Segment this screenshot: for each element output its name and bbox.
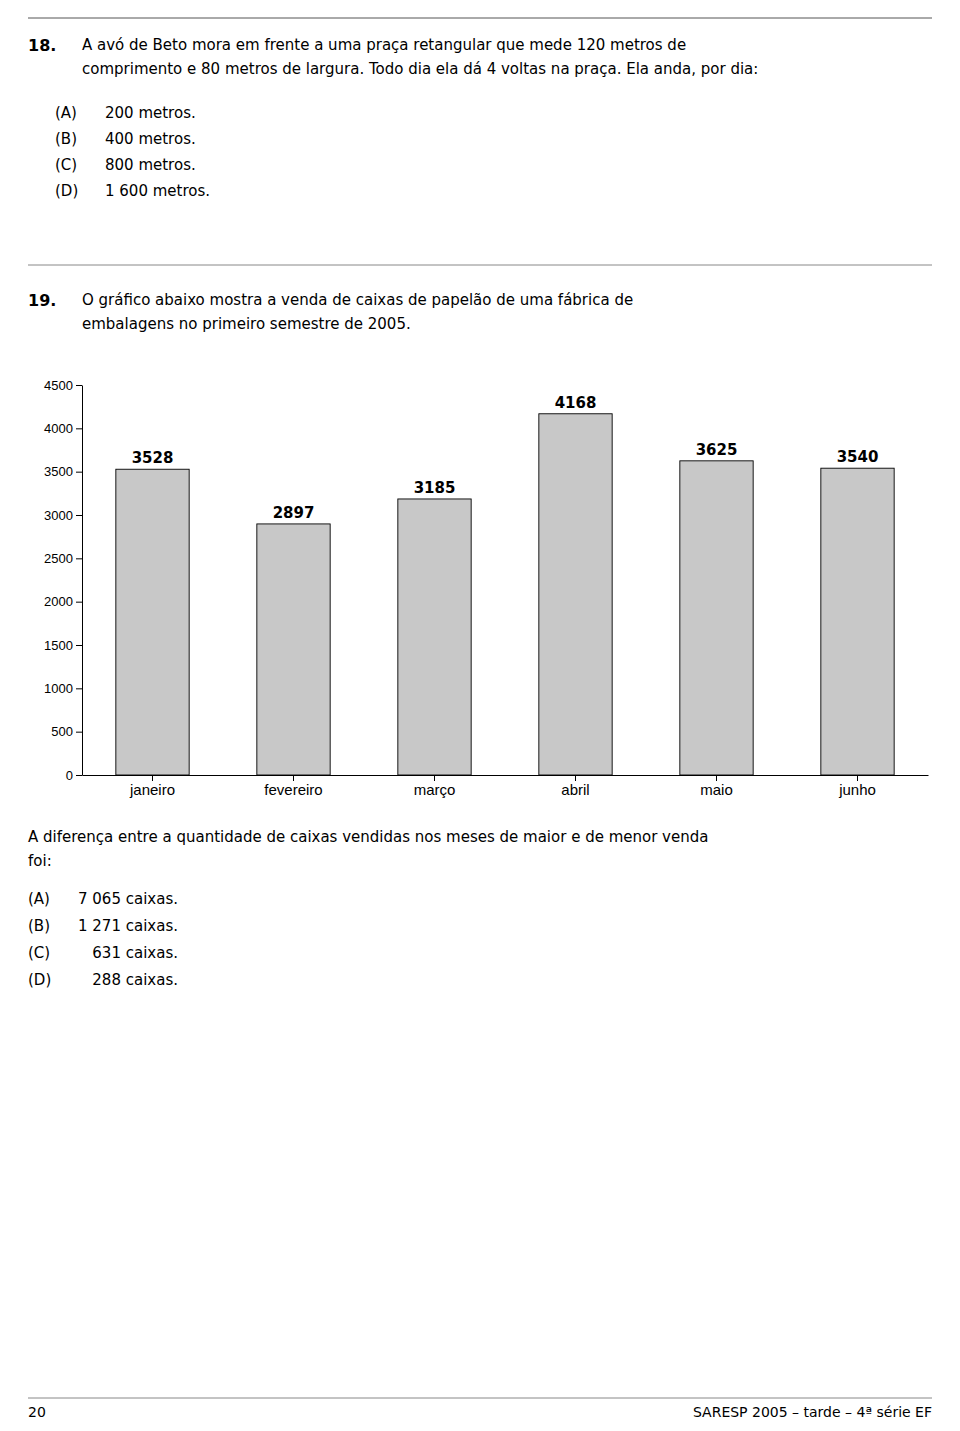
tick-label: janeiro xyxy=(129,781,175,798)
y-tick: 2500 xyxy=(44,551,82,566)
y-tick: 500 xyxy=(51,724,82,739)
tick-label: março xyxy=(414,781,456,798)
tick-label: 2000 xyxy=(44,594,73,609)
question-text: A avó de Beto mora em frente a uma praça… xyxy=(82,36,686,54)
footer-rule xyxy=(28,1398,932,1399)
bar xyxy=(398,499,471,775)
bar xyxy=(116,469,189,775)
data-label: 3625 xyxy=(696,441,738,459)
data-label: 2897 xyxy=(273,504,315,522)
question-number: 19. xyxy=(28,291,56,310)
x-tick: junho xyxy=(838,775,876,798)
y-tick: 3000 xyxy=(44,508,82,523)
question-text: O gráfico abaixo mostra a venda de caixa… xyxy=(82,291,633,309)
tick-label: junho xyxy=(838,781,876,798)
option-text: 800 metros. xyxy=(105,156,196,174)
option-letter: (A) xyxy=(28,890,50,908)
x-tick: maio xyxy=(700,775,733,798)
axis-line xyxy=(82,386,83,776)
tick-mark xyxy=(76,472,82,473)
option-text: 631 caixas. xyxy=(78,944,178,962)
bar xyxy=(257,524,330,775)
data-label: 4168 xyxy=(555,394,597,412)
option-letter: (C) xyxy=(55,156,77,174)
tick-mark xyxy=(76,385,82,386)
option-letter: (C) xyxy=(28,944,50,962)
tick-mark xyxy=(76,515,82,516)
tick-label: 3500 xyxy=(44,464,73,479)
tick-label: 0 xyxy=(66,768,73,783)
tick-label: 3000 xyxy=(44,508,73,523)
y-tick: 4500 xyxy=(44,378,82,393)
data-label: 3540 xyxy=(837,448,879,466)
option-text: 200 metros. xyxy=(105,104,196,122)
data-labels: 3528 2897 3185 4168 3625 3540 xyxy=(132,394,879,522)
option-letter: (D) xyxy=(55,182,78,200)
question-text: comprimento e 80 metros de largura. Todo… xyxy=(82,60,758,78)
option-text: 288 caixas. xyxy=(78,971,178,989)
bar xyxy=(821,468,894,775)
footer-text: SARESP 2005 – tarde – 4ª série EF xyxy=(693,1404,932,1420)
y-tick: 1500 xyxy=(44,638,82,653)
axis-line xyxy=(83,775,929,776)
chart: janeiro fevereiro março abril maio junho 0 500 1… xyxy=(44,378,928,798)
tick-label: fevereiro xyxy=(264,781,322,798)
x-tick: fevereiro xyxy=(264,775,322,798)
separator xyxy=(28,265,932,266)
data-label: 3528 xyxy=(132,449,174,467)
question-text: A diferença entre a quantidade de caixas… xyxy=(28,828,708,846)
top-rule xyxy=(28,18,932,19)
tick-label: maio xyxy=(700,781,733,798)
x-axis: janeiro fevereiro março abril maio junho xyxy=(83,775,929,798)
tick-label: 500 xyxy=(51,724,73,739)
y-tick: 2000 xyxy=(44,594,82,609)
x-tick: janeiro xyxy=(129,775,175,798)
question-number: 18. xyxy=(28,36,56,55)
option-letter: (A) xyxy=(55,104,77,122)
question-text: embalagens no primeiro semestre de 2005. xyxy=(82,315,411,333)
data-label: 3185 xyxy=(414,479,456,497)
tick-mark xyxy=(76,428,82,429)
y-tick: 3500 xyxy=(44,464,82,479)
tick-mark xyxy=(76,732,82,733)
tick-label: 4000 xyxy=(44,421,73,436)
option-letter: (B) xyxy=(55,130,77,148)
option-text: 1 271 caixas. xyxy=(78,917,178,935)
x-tick: março xyxy=(414,775,456,798)
tick-mark xyxy=(76,688,82,689)
tick-label: 2500 xyxy=(44,551,73,566)
bars xyxy=(116,414,894,775)
tick-label: abril xyxy=(561,781,589,798)
question-text: foi: xyxy=(28,852,52,870)
x-tick: abril xyxy=(561,775,589,798)
option-text: 1 600 metros. xyxy=(105,182,210,200)
option-letter: (D) xyxy=(28,971,51,989)
tick-label: 4500 xyxy=(44,378,73,393)
tick-label: 1500 xyxy=(44,638,73,653)
y-tick: 0 xyxy=(66,768,82,783)
tick-mark xyxy=(76,558,82,559)
y-axis: 0 500 1000 1500 2000 2500 3000 3500 4000 4500 xyxy=(44,378,82,783)
tick-mark xyxy=(76,645,82,646)
y-tick: 4000 xyxy=(44,421,82,436)
option-text: 400 metros. xyxy=(105,130,196,148)
tick-label: 1000 xyxy=(44,681,73,696)
page: 18. A avó de Beto mora em frente a uma pr… xyxy=(0,0,960,1431)
option-text: 7 065 caixas. xyxy=(78,890,178,908)
tick-mark xyxy=(76,775,82,776)
bar xyxy=(539,414,612,775)
bar xyxy=(680,461,753,775)
option-letter: (B) xyxy=(28,917,50,935)
tick-mark xyxy=(76,602,82,603)
y-tick: 1000 xyxy=(44,681,82,696)
page-number: 20 xyxy=(28,1404,46,1420)
